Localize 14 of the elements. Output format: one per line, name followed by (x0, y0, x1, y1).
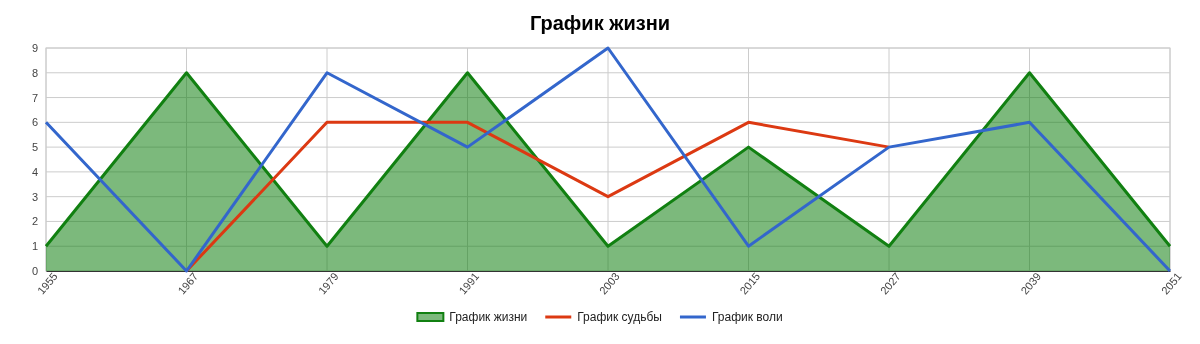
y-tick-label: 7 (31, 91, 38, 104)
legend-label: График судьбы (577, 310, 662, 324)
y-tick-label: 3 (31, 190, 38, 203)
y-tick-label: 2 (31, 215, 38, 228)
y-tick-label: 9 (31, 42, 38, 55)
chart-title: График жизни (529, 12, 671, 34)
y-tick-label: 4 (31, 165, 38, 178)
y-tick-label: 8 (31, 66, 38, 79)
legend-label: График воли (711, 310, 783, 324)
y-tick-label: 5 (31, 141, 38, 154)
legend-label: График жизни (449, 310, 528, 324)
y-tick-label: 0 (31, 265, 38, 278)
y-tick-label: 6 (31, 116, 38, 129)
y-tick-label: 1 (31, 240, 38, 253)
